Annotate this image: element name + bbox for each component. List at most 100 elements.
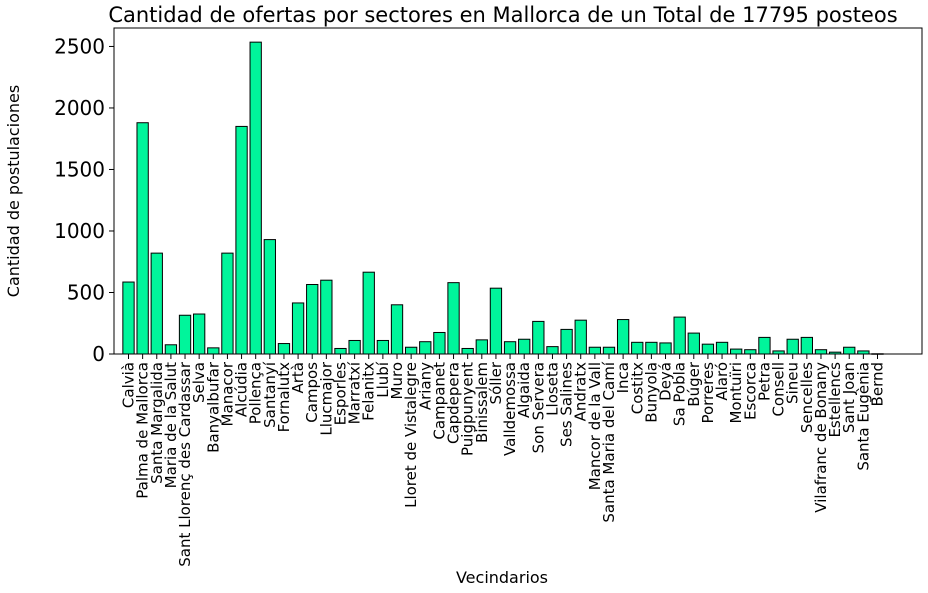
y-tick-label: 500 <box>67 280 105 304</box>
x-tick-label: Sóller <box>487 361 505 404</box>
bar <box>659 342 672 355</box>
x-tick-label: Son Servera <box>529 362 547 453</box>
bar <box>843 346 856 355</box>
x-tick-label: Llucmajor <box>317 361 335 435</box>
x-tick-label: Vilafranc de Bonany <box>812 362 830 513</box>
bar <box>631 341 644 355</box>
bar <box>277 343 291 355</box>
y-tick-label: 2500 <box>54 34 105 58</box>
x-tick-label: Bunyola <box>642 362 660 423</box>
bar <box>164 344 178 355</box>
x-tick-label: Muro <box>388 362 406 399</box>
bar <box>814 349 828 355</box>
bar <box>701 343 715 355</box>
bar <box>758 336 771 355</box>
x-tick-label: Felanitx <box>360 362 378 421</box>
bar <box>687 332 700 355</box>
x-tick-label: Bernd <box>869 362 887 406</box>
x-tick-label: Fornalutx <box>275 362 293 432</box>
x-axis-label: Vecindarios <box>456 568 548 587</box>
bar <box>320 279 333 355</box>
x-tick-label: Banyalbufar <box>204 361 222 453</box>
x-tick-label: Valldemossa <box>501 362 519 456</box>
x-tick-label: Búger <box>685 361 703 407</box>
bar <box>235 125 248 355</box>
x-tick-label: Sant Llorenç des Cardassar <box>176 361 194 567</box>
x-tick-label: Selva <box>190 362 208 403</box>
x-tick-label: Santanyí <box>261 361 279 428</box>
y-axis: 0 500 1000 1500 2000 2500 <box>54 34 114 366</box>
bar <box>800 336 813 355</box>
y-axis-label: Cantidad de postulaciones <box>4 85 23 297</box>
x-tick-label: Sa Pobla <box>671 362 689 426</box>
x-tick-label: Andratx <box>572 362 590 422</box>
bar <box>616 319 630 355</box>
bar <box>207 347 220 355</box>
plot-frame <box>113 27 923 355</box>
bar <box>730 348 743 355</box>
x-tick-label: Porreres <box>699 362 717 424</box>
x-tick-label: Sant Joan <box>840 362 858 433</box>
x-tick-label: Petra <box>755 362 773 401</box>
bar <box>602 346 616 355</box>
bar <box>673 316 686 355</box>
bar <box>744 349 757 355</box>
bar <box>475 339 488 355</box>
bar <box>404 346 418 355</box>
bar <box>221 252 234 355</box>
x-tick-label: Campanet <box>430 362 448 440</box>
x-tick-label: Mancor de la Vall <box>586 362 604 490</box>
bar <box>291 302 305 355</box>
bar <box>306 283 319 355</box>
x-tick-label: Calvià <box>120 362 138 408</box>
bar <box>503 341 517 355</box>
bar <box>390 304 404 355</box>
x-tick-label: Lloret de Vistalegre <box>402 362 420 508</box>
bar <box>588 346 602 355</box>
x-tick-label: Artà <box>289 362 307 394</box>
x-tick-label: Ariany <box>416 362 434 410</box>
x-tick-label: Escorca <box>741 362 759 420</box>
y-tick-label: 2000 <box>54 96 105 120</box>
x-tick-label: Algaida <box>515 362 533 418</box>
bar <box>263 239 276 355</box>
x-tick-label: Palma de Mallorca <box>134 362 152 499</box>
x-tick-label: Montuïri <box>727 362 745 424</box>
x-tick-label: Alaró <box>713 362 731 401</box>
x-tick-label: Pollença <box>247 362 265 424</box>
bar <box>249 41 262 355</box>
x-tick-label: Binissalem <box>473 362 491 443</box>
x-tick-label: Maria de la Salut <box>162 362 180 488</box>
x-tick-label: Ses Salines <box>558 362 576 447</box>
x-tick-label: Campos <box>303 362 321 423</box>
bar <box>786 338 799 355</box>
bars-group <box>122 41 884 355</box>
x-tick-label: Deyá <box>657 362 675 401</box>
bar <box>193 313 206 355</box>
x-tick-label: Santa Eugènia <box>854 362 872 471</box>
bar <box>715 341 729 355</box>
bar <box>178 314 192 355</box>
bar <box>546 346 559 355</box>
x-tick-label: Capdepera <box>445 362 463 444</box>
bar <box>518 338 531 355</box>
x-tick-label: Puigpunyent <box>459 362 477 456</box>
bar <box>447 282 460 355</box>
bar <box>376 339 390 355</box>
bar <box>532 320 545 355</box>
bar <box>122 281 135 355</box>
bar <box>433 331 446 355</box>
x-tick-label: Sineu <box>784 362 802 404</box>
chart-title: Cantidad de ofertas por sectores en Mall… <box>108 3 897 27</box>
x-tick-label: Marratxí <box>346 361 364 424</box>
bar <box>362 271 375 355</box>
x-tick-label: Consell <box>770 362 788 417</box>
bar <box>645 341 658 355</box>
y-tick-label: 0 <box>92 342 105 366</box>
bar <box>334 347 347 355</box>
y-tick-label: 1500 <box>54 157 105 181</box>
bar <box>574 319 587 355</box>
x-tick-label: Estellencs <box>826 362 844 438</box>
